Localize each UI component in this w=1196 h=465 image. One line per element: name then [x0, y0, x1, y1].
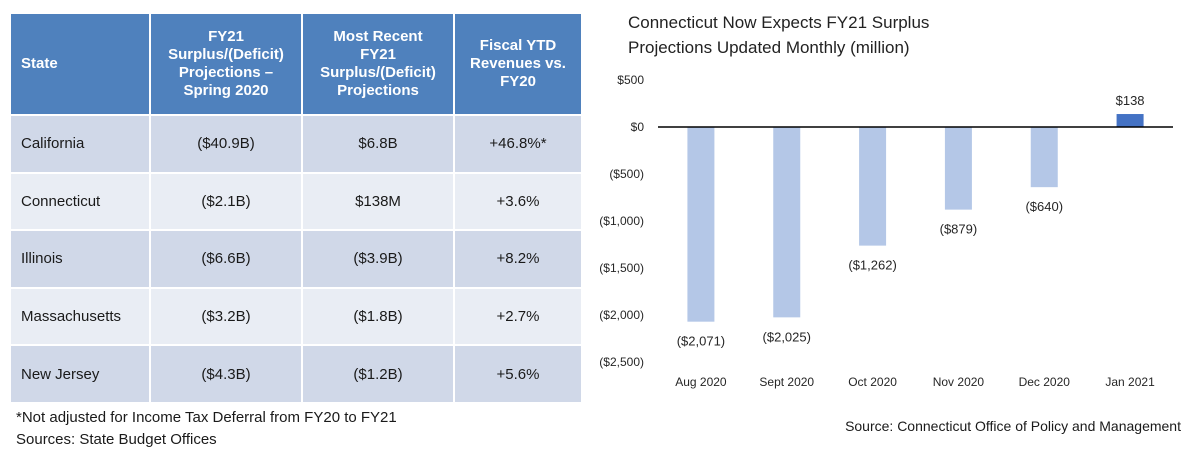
x-tick-label: Oct 2020 [848, 375, 897, 389]
bar [1030, 127, 1058, 188]
chart-source: Source: Connecticut Office of Policy and… [845, 418, 1181, 434]
y-tick-label: ($2,500) [599, 355, 644, 369]
state-cell: New Jersey [9, 344, 151, 404]
header-recent-projections: Most Recent FY21 Surplus/(Deficit) Proje… [301, 12, 455, 116]
table-header-row: State FY21 Surplus/(Deficit) Projections… [9, 12, 583, 116]
spring-projection-cell: ($2.1B) [149, 171, 303, 232]
chart-title-line-2: Projections Updated Monthly (million) [628, 38, 910, 57]
y-tick-label: $500 [617, 73, 644, 87]
y-tick-label: ($500) [609, 167, 644, 181]
data-label: ($2,025) [763, 329, 811, 344]
data-label: ($2,071) [677, 334, 725, 349]
bar [1116, 114, 1144, 127]
state-budget-table: State FY21 Surplus/(Deficit) Projections… [9, 12, 583, 404]
y-tick-label: ($1,000) [599, 214, 644, 228]
state-cell: Connecticut [9, 171, 151, 232]
chart-title: Connecticut Now Expects FY21 Surplus Pro… [628, 10, 929, 60]
x-tick-label: Jan 2021 [1105, 375, 1155, 389]
header-spring-projections: FY21 Surplus/(Deficit) Projections – Spr… [149, 12, 303, 116]
surplus-bar-chart: $500 $0 ($500) ($1,000) ($1,500) ($2,000) ($2,… [599, 73, 1173, 389]
state-cell: California [9, 114, 151, 174]
data-label: ($1,262) [848, 258, 896, 273]
spring-projection-cell: ($3.2B) [149, 286, 303, 347]
header-state: State [9, 12, 151, 116]
spring-projection-cell: ($4.3B) [149, 344, 303, 404]
bar [773, 127, 801, 318]
x-tick-label: Aug 2020 [675, 375, 727, 389]
bar [859, 127, 887, 246]
x-tick-label: Nov 2020 [933, 375, 985, 389]
table-row: California ($40.9B) $6.8B +46.8%* [9, 114, 583, 174]
chart-title-line-1: Connecticut Now Expects FY21 Surplus [628, 13, 930, 32]
data-label: ($640) [1025, 199, 1063, 214]
state-cell: Massachusetts [9, 286, 151, 347]
bar [687, 127, 715, 322]
table-row: Connecticut ($2.1B) $138M +3.6% [9, 171, 583, 232]
spring-projection-cell: ($6.6B) [149, 229, 303, 289]
x-tick-label: Dec 2020 [1019, 375, 1071, 389]
y-tick-label: ($2,000) [599, 308, 644, 322]
data-label: $138 [1116, 93, 1145, 108]
table-row: Illinois ($6.6B) ($3.9B) +8.2% [9, 229, 583, 289]
ytd-revenue-cell: +5.6% [453, 344, 583, 404]
table-sources: Sources: State Budget Offices [16, 431, 217, 448]
state-cell: Illinois [9, 229, 151, 289]
ytd-revenue-cell: +46.8%* [453, 114, 583, 174]
y-tick-label: $0 [631, 120, 645, 134]
ytd-revenue-cell: +8.2% [453, 229, 583, 289]
table-row: New Jersey ($4.3B) ($1.2B) +5.6% [9, 344, 583, 404]
recent-projection-cell: ($1.8B) [301, 286, 455, 347]
y-tick-label: ($1,500) [599, 261, 644, 275]
header-ytd-revenues: Fiscal YTD Revenues vs. FY20 [453, 12, 583, 116]
data-label: ($879) [940, 222, 978, 237]
x-tick-label: Sept 2020 [759, 375, 814, 389]
recent-projection-cell: ($3.9B) [301, 229, 455, 289]
recent-projection-cell: $6.8B [301, 114, 455, 174]
recent-projection-cell: $138M [301, 171, 455, 232]
spring-projection-cell: ($40.9B) [149, 114, 303, 174]
bar [944, 127, 972, 210]
ytd-revenue-cell: +3.6% [453, 171, 583, 232]
footnote: *Not adjusted for Income Tax Deferral fr… [16, 409, 397, 426]
ytd-revenue-cell: +2.7% [453, 286, 583, 347]
recent-projection-cell: ($1.2B) [301, 344, 455, 404]
table-row: Massachusetts ($3.2B) ($1.8B) +2.7% [9, 286, 583, 347]
